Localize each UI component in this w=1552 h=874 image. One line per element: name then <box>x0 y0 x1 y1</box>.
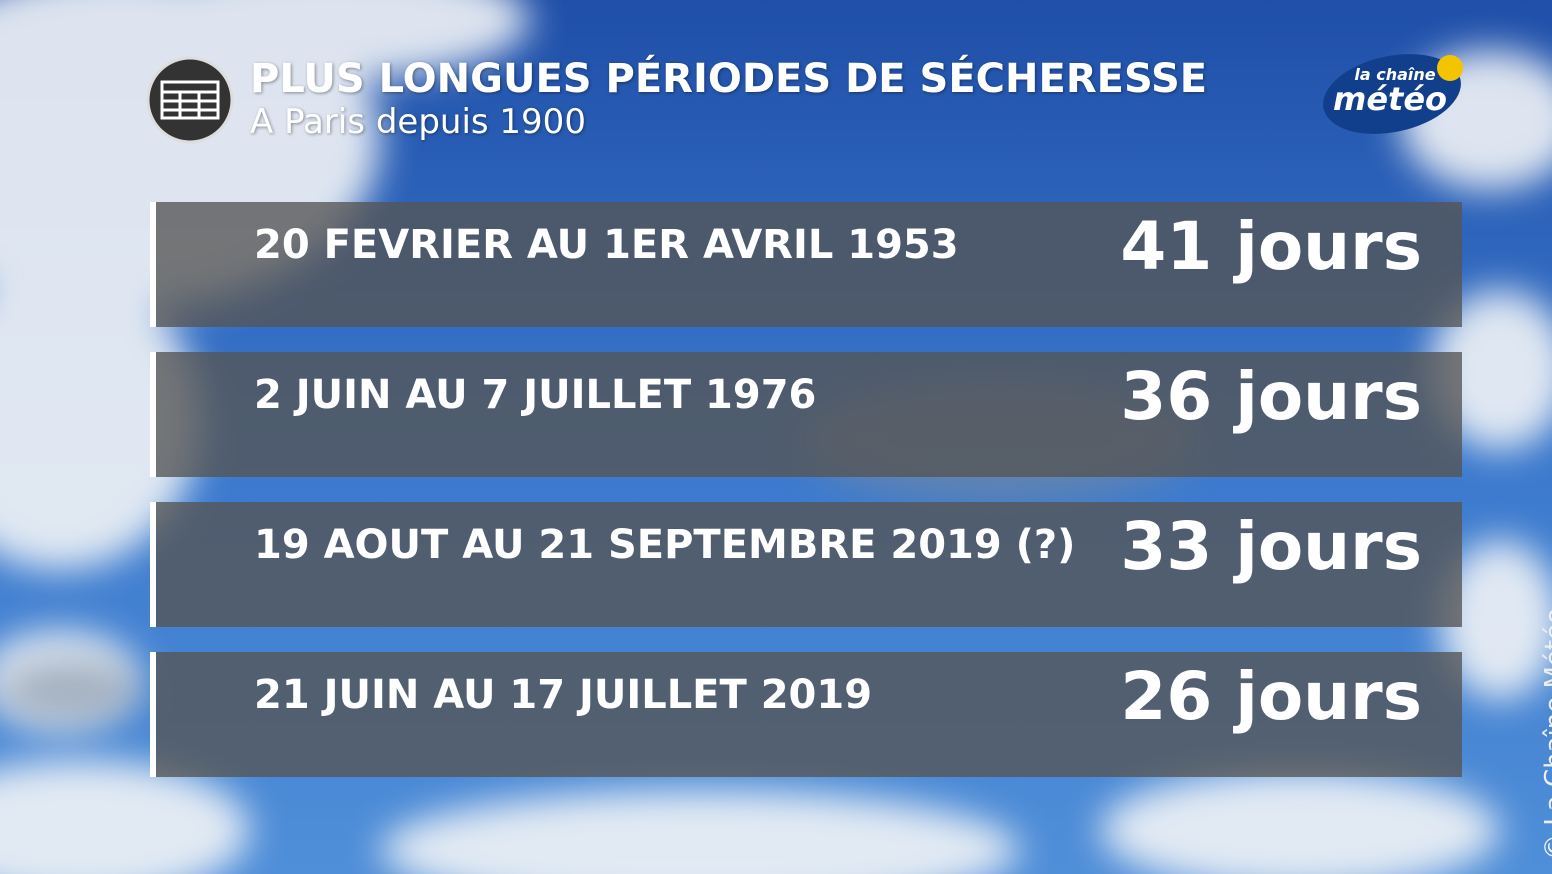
logo: la chaîne météo <box>1323 54 1463 134</box>
table-icon <box>160 80 220 120</box>
duration: 36 jours <box>1120 358 1422 435</box>
duration: 26 jours <box>1120 658 1422 735</box>
table-row: 2 JUIN AU 7 JUILLET 1976 36 jours <box>150 352 1462 477</box>
table-row: 20 FEVRIER AU 1ER AVRIL 1953 41 jours <box>150 202 1462 327</box>
duration: 33 jours <box>1120 508 1422 585</box>
period: 19 AOUT AU 21 SEPTEMBRE 2019 (?) <box>254 522 1076 568</box>
title: PLUS LONGUES PÉRIODES DE SÉCHERESSE <box>250 56 1208 102</box>
table-row: 19 AOUT AU 21 SEPTEMBRE 2019 (?) 33 jours <box>150 502 1462 627</box>
period: 2 JUIN AU 7 JUILLET 1976 <box>254 372 817 418</box>
period: 20 FEVRIER AU 1ER AVRIL 1953 <box>254 222 959 268</box>
duration: 41 jours <box>1120 208 1422 285</box>
period: 21 JUIN AU 17 JUILLET 2019 <box>254 672 873 718</box>
logo-bottom: météo <box>1333 80 1447 118</box>
credit: © La Chaîne Météo <box>1540 607 1552 860</box>
table-row: 21 JUIN AU 17 JUILLET 2019 26 jours <box>150 652 1462 777</box>
logo-top: la chaîne <box>1354 65 1435 84</box>
subtitle: A Paris depuis 1900 <box>250 102 586 142</box>
